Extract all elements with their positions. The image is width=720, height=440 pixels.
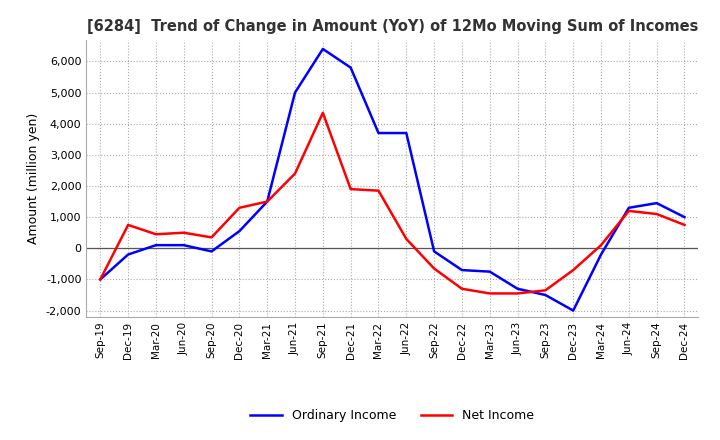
Net Income bbox=[152, 231, 161, 237]
Ordinary Income bbox=[569, 308, 577, 313]
Ordinary Income bbox=[96, 277, 104, 282]
Net Income bbox=[458, 286, 467, 291]
Line: Ordinary Income: Ordinary Income bbox=[100, 49, 685, 311]
Net Income bbox=[541, 288, 550, 293]
Ordinary Income bbox=[235, 228, 243, 234]
Ordinary Income bbox=[263, 199, 271, 204]
Ordinary Income bbox=[624, 205, 633, 210]
Ordinary Income bbox=[680, 214, 689, 220]
Net Income bbox=[318, 110, 327, 115]
Ordinary Income bbox=[179, 242, 188, 248]
Ordinary Income bbox=[374, 130, 383, 136]
Ordinary Income bbox=[291, 90, 300, 95]
Net Income bbox=[179, 230, 188, 235]
Net Income bbox=[263, 199, 271, 204]
Ordinary Income bbox=[318, 46, 327, 51]
Y-axis label: Amount (million yen): Amount (million yen) bbox=[27, 113, 40, 244]
Net Income bbox=[402, 236, 410, 242]
Net Income bbox=[569, 268, 577, 273]
Net Income bbox=[235, 205, 243, 210]
Ordinary Income bbox=[152, 242, 161, 248]
Net Income bbox=[652, 211, 661, 216]
Net Income bbox=[374, 188, 383, 193]
Ordinary Income bbox=[485, 269, 494, 274]
Ordinary Income bbox=[541, 292, 550, 297]
Ordinary Income bbox=[346, 65, 355, 70]
Legend: Ordinary Income, Net Income: Ordinary Income, Net Income bbox=[246, 404, 539, 427]
Net Income bbox=[346, 187, 355, 192]
Net Income bbox=[124, 222, 132, 227]
Ordinary Income bbox=[124, 252, 132, 257]
Net Income bbox=[597, 242, 606, 248]
Ordinary Income bbox=[513, 286, 522, 291]
Ordinary Income bbox=[402, 130, 410, 136]
Net Income bbox=[624, 208, 633, 213]
Ordinary Income bbox=[597, 252, 606, 257]
Title: [6284]  Trend of Change in Amount (YoY) of 12Mo Moving Sum of Incomes: [6284] Trend of Change in Amount (YoY) o… bbox=[86, 19, 698, 34]
Ordinary Income bbox=[207, 249, 216, 254]
Net Income bbox=[430, 266, 438, 271]
Ordinary Income bbox=[652, 201, 661, 206]
Net Income bbox=[207, 235, 216, 240]
Net Income bbox=[513, 291, 522, 296]
Net Income bbox=[680, 222, 689, 227]
Net Income bbox=[485, 291, 494, 296]
Ordinary Income bbox=[430, 249, 438, 254]
Line: Net Income: Net Income bbox=[100, 113, 685, 293]
Net Income bbox=[291, 171, 300, 176]
Ordinary Income bbox=[458, 268, 467, 273]
Net Income bbox=[96, 277, 104, 282]
